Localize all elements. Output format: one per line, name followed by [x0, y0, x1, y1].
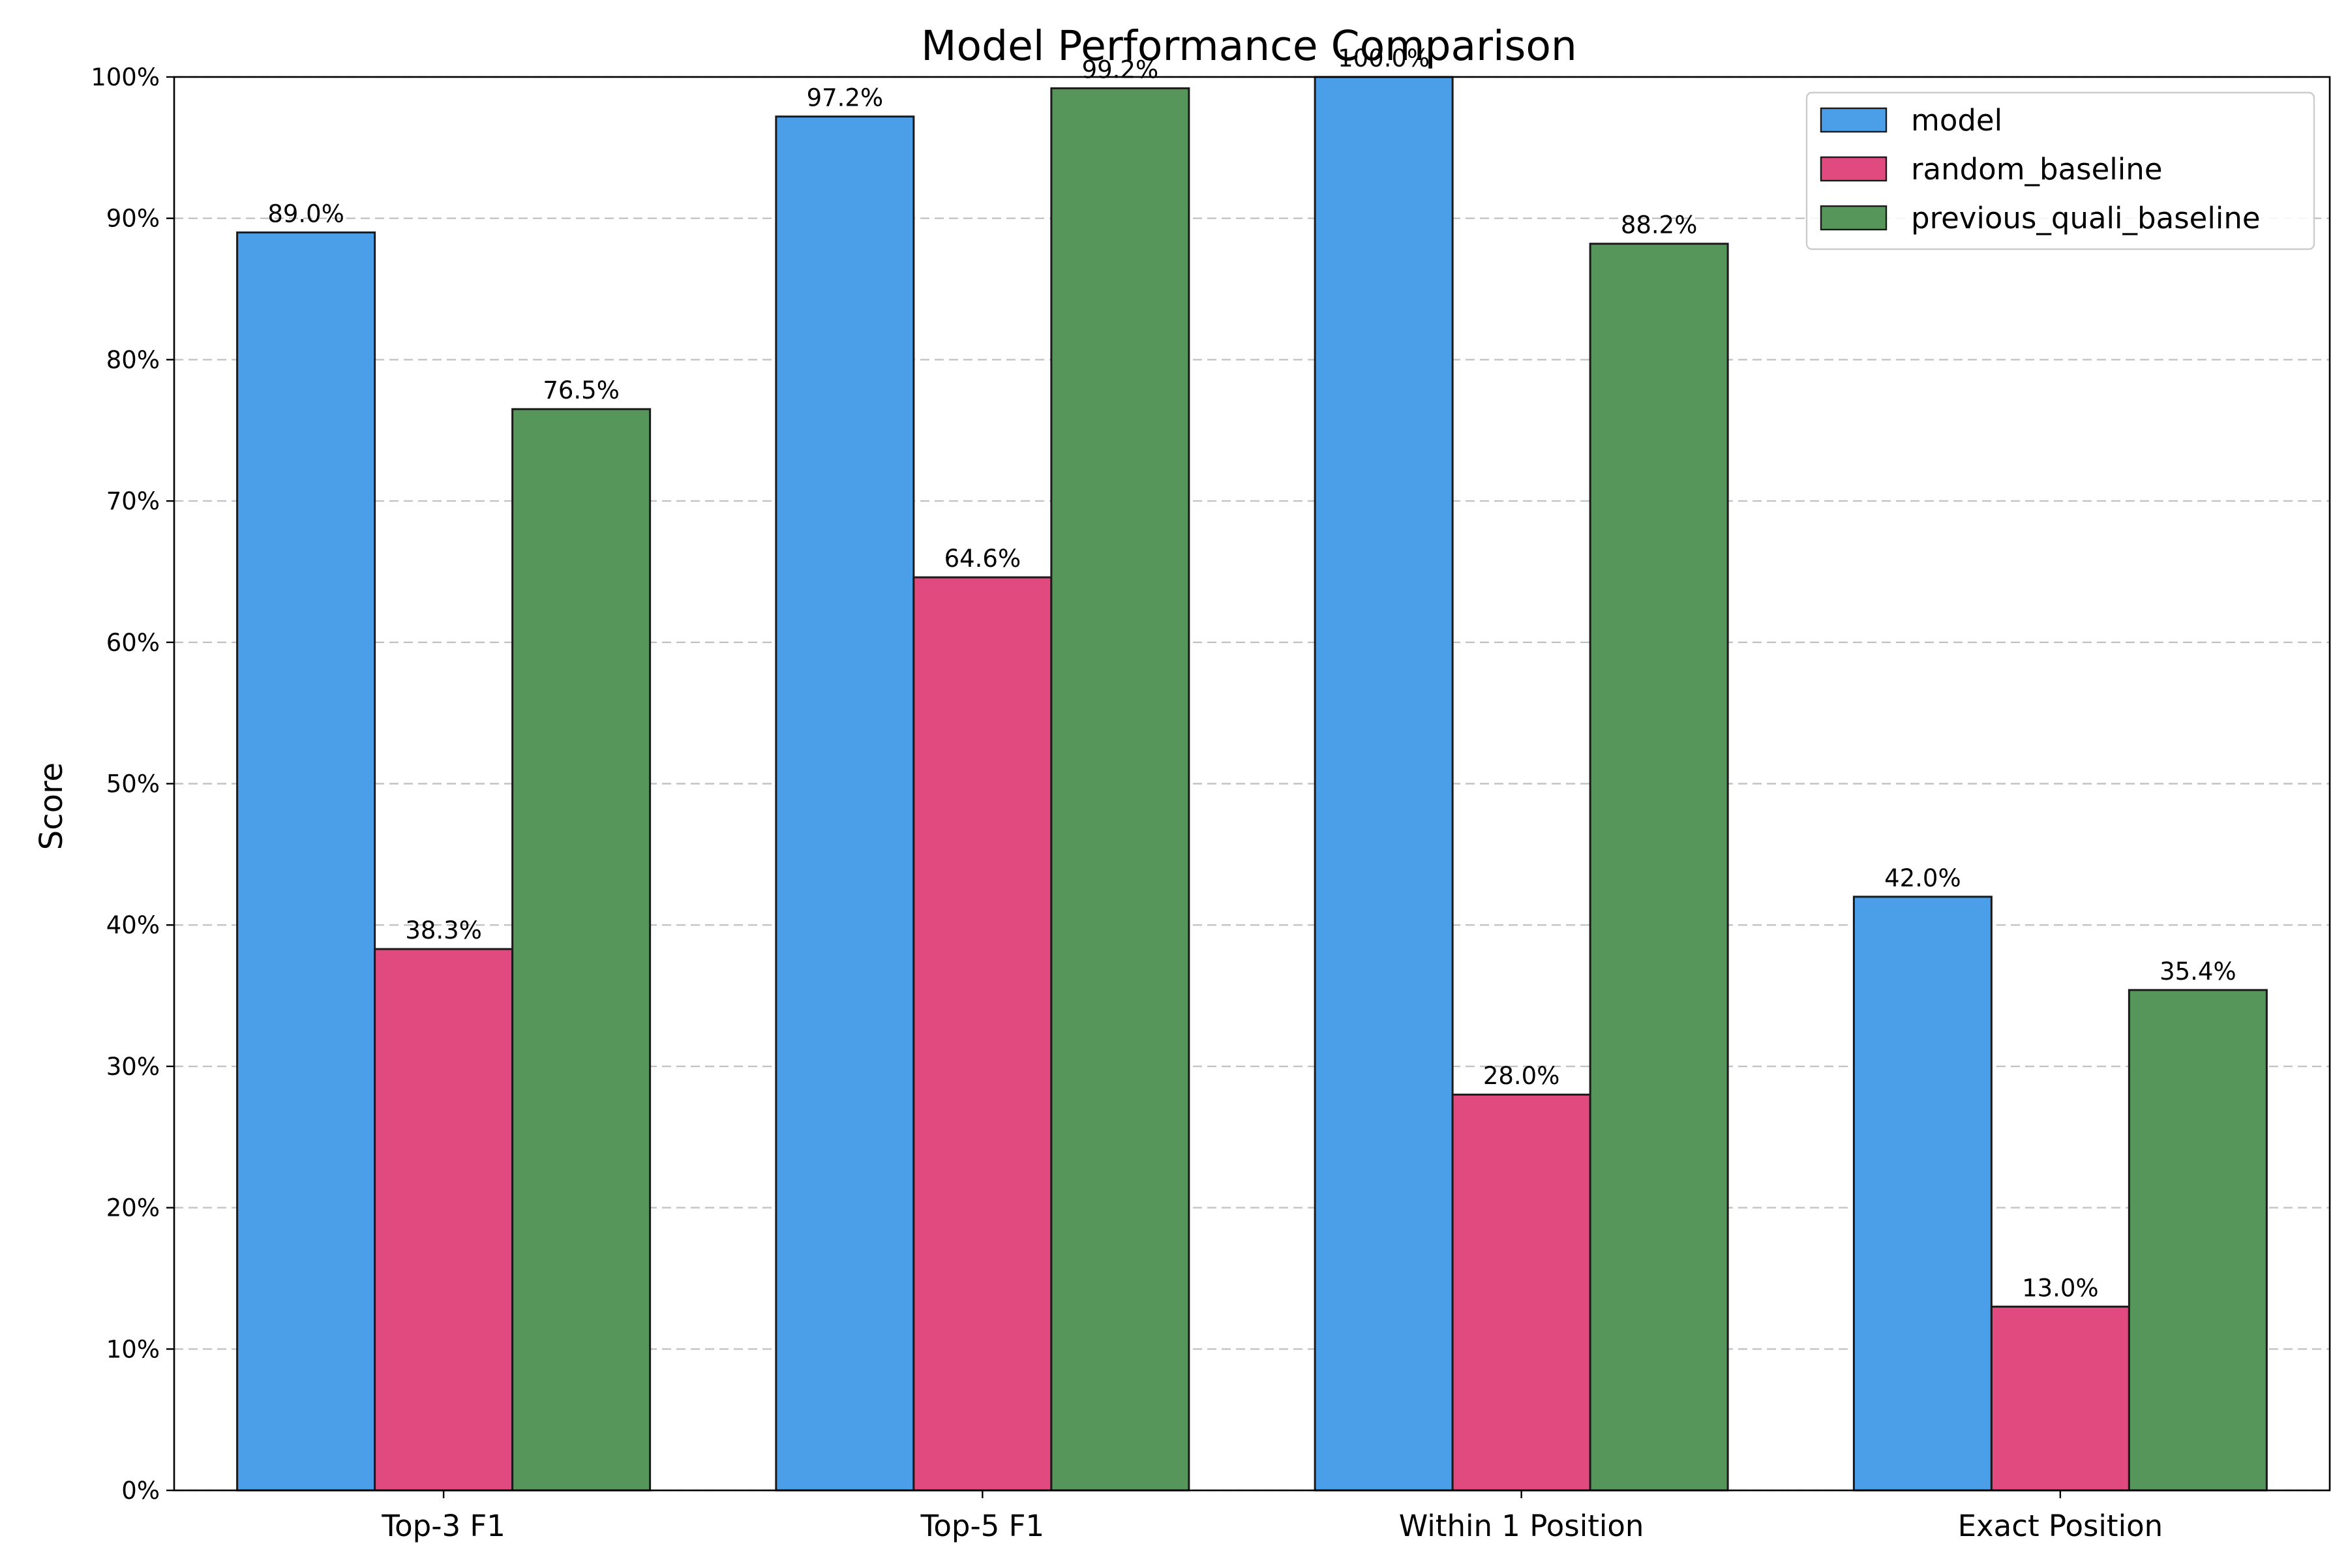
bar-model-1	[775, 115, 915, 1492]
y-tick-label: 0%	[121, 1477, 160, 1505]
legend-swatch-previous_quali_baseline	[1820, 205, 1888, 231]
x-tick-label: Within 1 Position	[1399, 1509, 1644, 1543]
bar-model-0	[236, 231, 376, 1492]
plot-frame	[173, 76, 2331, 1492]
bars-layer	[236, 76, 2268, 1492]
legend-box	[1805, 91, 2315, 250]
legend-swatch-model	[1820, 107, 1888, 133]
x-tick-label: Top-3 F1	[381, 1509, 505, 1543]
legend-entry-label: previous_quali_baseline	[1911, 201, 2261, 235]
y-axis-label: Score	[33, 762, 70, 850]
y-tick-label: 60%	[106, 629, 160, 657]
y-tick-label: 80%	[106, 346, 160, 374]
bar-value-label: 28.0%	[1483, 1062, 1560, 1090]
bar-random_baseline-3	[1990, 1305, 2130, 1492]
legend-entry-label: random_baseline	[1911, 152, 2163, 187]
legend: model random_baseline previous_quali_basel…	[1805, 91, 2315, 250]
bar-previous_quali_baseline-0	[511, 408, 652, 1492]
y-tick-label: 40%	[106, 911, 160, 939]
bar-previous_quali_baseline-2	[1589, 243, 1729, 1492]
bar-value-label: 89.0%	[267, 200, 344, 228]
bar-value-label: 100.0%	[1338, 44, 1430, 72]
y-tick-label: 10%	[106, 1335, 160, 1363]
bar-model-2	[1314, 76, 1454, 1492]
bar-random_baseline-2	[1451, 1093, 1591, 1492]
axes-layer: 0% 10% 20% 30% 40% 50% 60% 70% 80% 90% 100% Top-3 F…	[91, 63, 2331, 1543]
bar-value-label: 97.2%	[807, 84, 884, 112]
bar-previous_quali_baseline-3	[2128, 989, 2268, 1492]
y-tick-label: 50%	[106, 770, 160, 798]
bar-value-label: 88.2%	[1621, 211, 1698, 239]
x-tick-label: Top-5 F1	[920, 1509, 1045, 1543]
bar-random_baseline-0	[374, 948, 514, 1492]
y-tick-label: 70%	[106, 487, 160, 515]
y-tick-label: 100%	[91, 63, 160, 91]
bar-value-label: 35.4%	[2160, 957, 2236, 986]
bar-value-label: 13.0%	[2022, 1274, 2099, 1302]
y-tick-label: 90%	[106, 205, 160, 233]
bar-value-label: 99.2%	[1082, 55, 1159, 83]
bar-model-3	[1852, 896, 1993, 1492]
bar-value-label: 42.0%	[1884, 864, 1961, 892]
bar-labels-layer: 89.0% 38.3% 76.5% 97.2% 64.6% 99.2% 100.0% 28.0…	[267, 44, 2236, 1302]
y-tick-label: 20%	[106, 1194, 160, 1222]
bar-value-label: 64.6%	[944, 545, 1021, 573]
y-tick-label: 30%	[106, 1053, 160, 1081]
legend-swatch-random_baseline	[1820, 156, 1888, 182]
bar-previous_quali_baseline-1	[1050, 87, 1190, 1492]
legend-entry-label: model	[1911, 103, 2002, 138]
bar-random_baseline-1	[912, 576, 1053, 1492]
bar-value-label: 76.5%	[543, 376, 620, 404]
bar-value-label: 38.3%	[405, 916, 482, 944]
x-tick-label: Exact Position	[1958, 1509, 2163, 1543]
chart-title: Model Performance Comparison	[921, 22, 1577, 70]
